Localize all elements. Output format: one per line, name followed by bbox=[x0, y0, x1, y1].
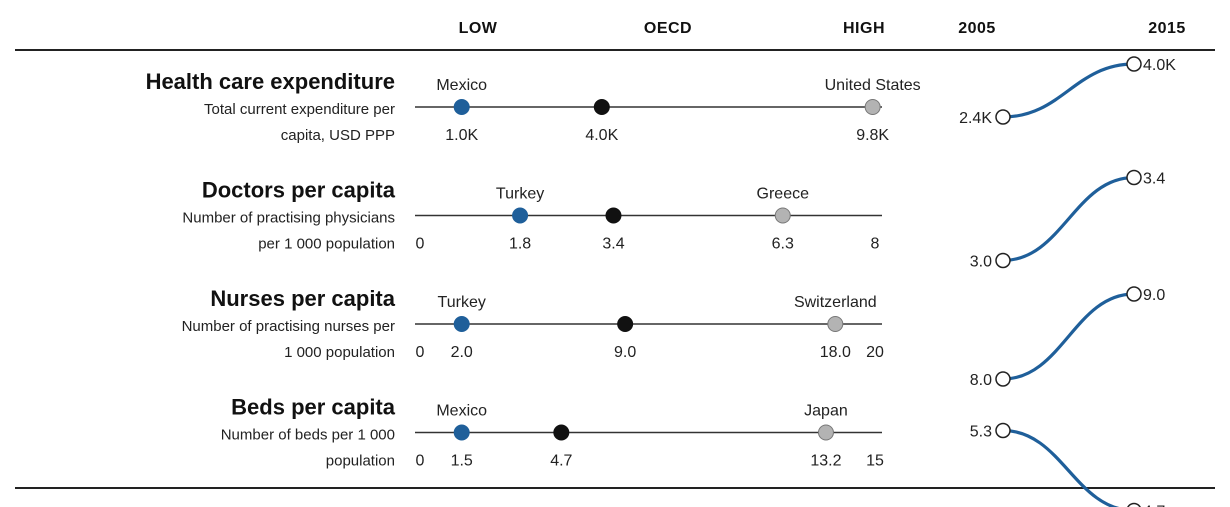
low-dot bbox=[453, 99, 470, 115]
indicator-title: Beds per capita bbox=[231, 395, 396, 420]
oecd-dot bbox=[617, 316, 634, 332]
low-country-label: Turkey bbox=[438, 294, 486, 311]
axis-min-label: 0 bbox=[416, 453, 425, 470]
indicator-subtitle: 1 000 population bbox=[284, 344, 395, 361]
header-low: LOW bbox=[459, 20, 498, 37]
low-value-label: 1.8 bbox=[509, 236, 531, 253]
indicator-row: Nurses per capita Number of practising nu… bbox=[182, 286, 1166, 389]
oecd-value-label: 3.4 bbox=[602, 236, 624, 253]
trend-end-marker bbox=[1127, 502, 1141, 507]
trend-start-label: 8.0 bbox=[970, 372, 992, 389]
high-country-label: Switzerland bbox=[794, 294, 877, 311]
high-dot bbox=[864, 99, 881, 115]
indicator-rows: Health care expenditure Total current exp… bbox=[146, 56, 1176, 507]
indicator-subtitle: Total current expenditure per bbox=[204, 101, 395, 118]
indicator-row: Health care expenditure Total current exp… bbox=[146, 56, 1176, 144]
oecd-dot bbox=[553, 424, 570, 441]
high-value-label: 13.2 bbox=[810, 453, 841, 470]
axis-max-label: 8 bbox=[871, 236, 880, 253]
oecd-dot bbox=[593, 99, 610, 115]
trend-end-marker bbox=[1126, 56, 1142, 72]
low-country-label: Mexico bbox=[436, 403, 487, 420]
high-dot bbox=[817, 424, 834, 441]
trend-start-marker bbox=[995, 109, 1011, 125]
axis-min-label: 0 bbox=[416, 236, 425, 253]
header-oecd: OECD bbox=[644, 20, 692, 37]
low-dot bbox=[453, 316, 470, 332]
oecd-value-label: 4.7 bbox=[550, 453, 572, 470]
high-dot bbox=[774, 207, 791, 224]
low-dot bbox=[512, 207, 529, 224]
low-value-label: 1.5 bbox=[451, 453, 473, 470]
indicator-subtitle: Number of practising nurses per bbox=[182, 318, 395, 335]
trend-line bbox=[1002, 175, 1135, 263]
low-value-label: 1.0K bbox=[445, 127, 478, 144]
trend-start-label: 5.3 bbox=[970, 424, 992, 441]
trend-end-marker bbox=[1126, 286, 1142, 302]
header-year-end: 2015 bbox=[1148, 20, 1186, 37]
indicator-row: Beds per capita Number of beds per 1 000 p… bbox=[221, 395, 1165, 507]
indicator-subtitle: Number of practising physicians bbox=[182, 210, 395, 227]
oecd-dot bbox=[605, 207, 622, 224]
trend-start-marker bbox=[995, 252, 1011, 269]
high-country-label: Japan bbox=[804, 403, 848, 420]
trend-end-label: 4.0K bbox=[1143, 57, 1176, 74]
trend-line bbox=[1002, 62, 1135, 119]
trend-start-marker bbox=[995, 422, 1011, 439]
indicator-subtitle: Number of beds per 1 000 bbox=[221, 427, 395, 444]
trend-line bbox=[1002, 292, 1135, 381]
indicator-title: Health care expenditure bbox=[146, 69, 395, 94]
indicator-title: Doctors per capita bbox=[202, 178, 396, 203]
high-country-label: United States bbox=[825, 77, 921, 94]
oecd-value-label: 4.0K bbox=[585, 127, 618, 144]
high-value-label: 9.8K bbox=[856, 127, 889, 144]
low-dot bbox=[453, 424, 470, 441]
axis-max-label: 20 bbox=[866, 344, 884, 361]
high-country-label: Greece bbox=[757, 186, 810, 203]
axis-min-label: 0 bbox=[416, 344, 425, 361]
high-value-label: 18.0 bbox=[820, 344, 851, 361]
trend-start-label: 2.4K bbox=[959, 110, 992, 127]
trend-start-label: 3.0 bbox=[970, 254, 992, 271]
indicator-subtitle: capita, USD PPP bbox=[281, 127, 395, 144]
header-year-start: 2005 bbox=[958, 20, 996, 37]
trend-end-label: 9.0 bbox=[1143, 287, 1165, 304]
trend-end-label: 4.7 bbox=[1143, 504, 1165, 507]
low-country-label: Mexico bbox=[436, 77, 487, 94]
axis-max-label: 15 bbox=[866, 453, 884, 470]
header-high: HIGH bbox=[843, 20, 885, 37]
indicator-subtitle: per 1 000 population bbox=[258, 236, 395, 253]
oecd-value-label: 9.0 bbox=[614, 344, 636, 361]
low-country-label: Turkey bbox=[496, 186, 544, 203]
indicator-title: Nurses per capita bbox=[210, 286, 395, 311]
trend-start-marker bbox=[995, 371, 1011, 387]
indicator-subtitle: population bbox=[326, 453, 395, 470]
high-value-label: 6.3 bbox=[772, 236, 794, 253]
trend-line bbox=[1002, 428, 1120, 507]
low-value-label: 2.0 bbox=[451, 344, 473, 361]
trend-end-label: 3.4 bbox=[1143, 171, 1165, 188]
trend-end-marker bbox=[1126, 169, 1142, 186]
high-dot bbox=[827, 316, 844, 332]
indicator-row: Doctors per capita Number of practising p… bbox=[182, 169, 1165, 271]
